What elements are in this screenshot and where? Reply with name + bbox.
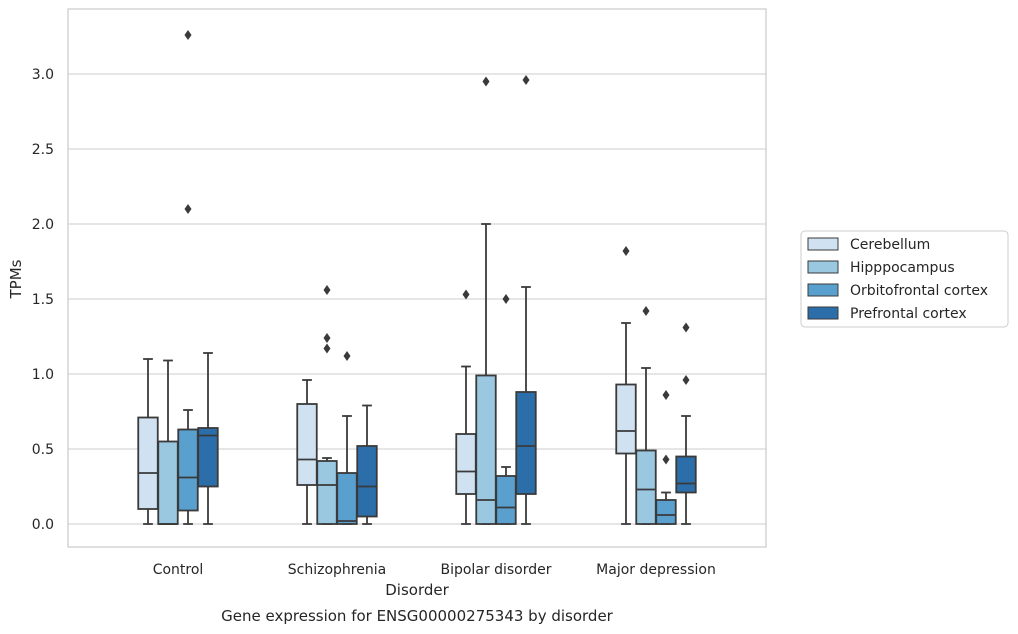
outlier-point [482, 76, 490, 87]
box-iqr [356, 445, 378, 518]
outlier-point [622, 246, 630, 256]
x-tick-labels: Control Schizophrenia Bipolar disorder Majo… [153, 562, 716, 578]
box-0-2 [455, 289, 477, 525]
y-tick-label: 1.0 [32, 367, 54, 383]
legend-swatch [807, 283, 839, 297]
y-tick-labels: 0.0 0.5 1.0 1.5 2.0 2.5 3.0 [32, 67, 54, 533]
outlier-point [323, 343, 331, 354]
outlier-point [343, 351, 351, 361]
legend-item: Hipppocampus [807, 260, 955, 276]
outlier-point [323, 285, 331, 295]
plot-frame [67, 8, 767, 548]
box-iqr [336, 472, 358, 525]
box-0-0 [137, 358, 159, 525]
x-tick-label: Bipolar disorder [440, 562, 551, 578]
x-tick-label: Control [153, 562, 204, 578]
boxes [137, 30, 697, 525]
outlier-point [662, 390, 670, 400]
box-iqr [495, 475, 517, 525]
box-1-3 [635, 306, 657, 525]
box-2-3 [655, 390, 677, 525]
outlier-point [323, 333, 331, 343]
y-tick-label: 1.5 [32, 292, 54, 308]
x-tick-label: Major depression [596, 562, 716, 578]
box-iqr [296, 403, 318, 486]
outlier-point [462, 289, 470, 300]
y-axis-label: TPMs [7, 259, 25, 299]
box-iqr [615, 383, 637, 455]
box-3-2 [515, 75, 537, 525]
figure-caption: Gene expression for ENSG00000275343 by d… [221, 607, 614, 625]
y-tick-label: 3.0 [32, 67, 54, 83]
y-tick-label: 0.5 [32, 442, 54, 458]
legend-swatch [807, 260, 839, 274]
legend-frame [800, 230, 1009, 328]
outlier-point [662, 454, 670, 465]
box-0-3 [615, 246, 637, 525]
legend-label: Cerebellum [850, 237, 930, 253]
y-tick-label: 2.0 [32, 217, 54, 233]
y-tick-label: 2.5 [32, 142, 54, 158]
legend-label: Prefrontal cortex [850, 306, 967, 322]
box-0-1 [296, 379, 318, 525]
box-iqr [197, 427, 219, 488]
box-2-2 [495, 294, 517, 525]
outlier-point [184, 30, 192, 40]
legend-label: Orbitofrontal cortex [850, 283, 988, 299]
legend-item: Orbitofrontal cortex [807, 283, 988, 299]
box-iqr [635, 449, 657, 525]
box-2-0 [177, 30, 199, 525]
outlier-point [522, 75, 530, 85]
outlier-point [642, 306, 650, 316]
x-axis-label: Disorder [385, 581, 449, 599]
box-iqr [475, 374, 497, 525]
legend-label: Hipppocampus [850, 260, 955, 276]
x-tick-label: Schizophrenia [288, 562, 386, 578]
legend-item: Cerebellum [807, 237, 930, 253]
box-iqr [157, 440, 179, 525]
outlier-point [682, 375, 690, 385]
box-iqr [515, 391, 537, 495]
legend-swatch [807, 306, 839, 320]
legend-swatch [807, 237, 839, 251]
box-3-0 [197, 352, 219, 525]
box-1-2 [475, 76, 497, 525]
outlier-point [184, 204, 192, 214]
box-iqr [675, 455, 697, 494]
legend: Cerebellum Hipppocampus Orbitofrontal cort… [800, 230, 1009, 328]
outlier-point [682, 322, 690, 333]
outlier-point [502, 294, 510, 304]
box-3-3 [675, 322, 697, 525]
legend-item: Prefrontal cortex [807, 306, 967, 322]
box-iqr [177, 428, 199, 512]
y-tick-label: 0.0 [32, 517, 54, 533]
box-iqr [316, 460, 338, 525]
box-iqr [137, 416, 159, 510]
box-3-1 [356, 404, 378, 525]
box-iqr [455, 433, 477, 495]
box-iqr [655, 499, 677, 525]
